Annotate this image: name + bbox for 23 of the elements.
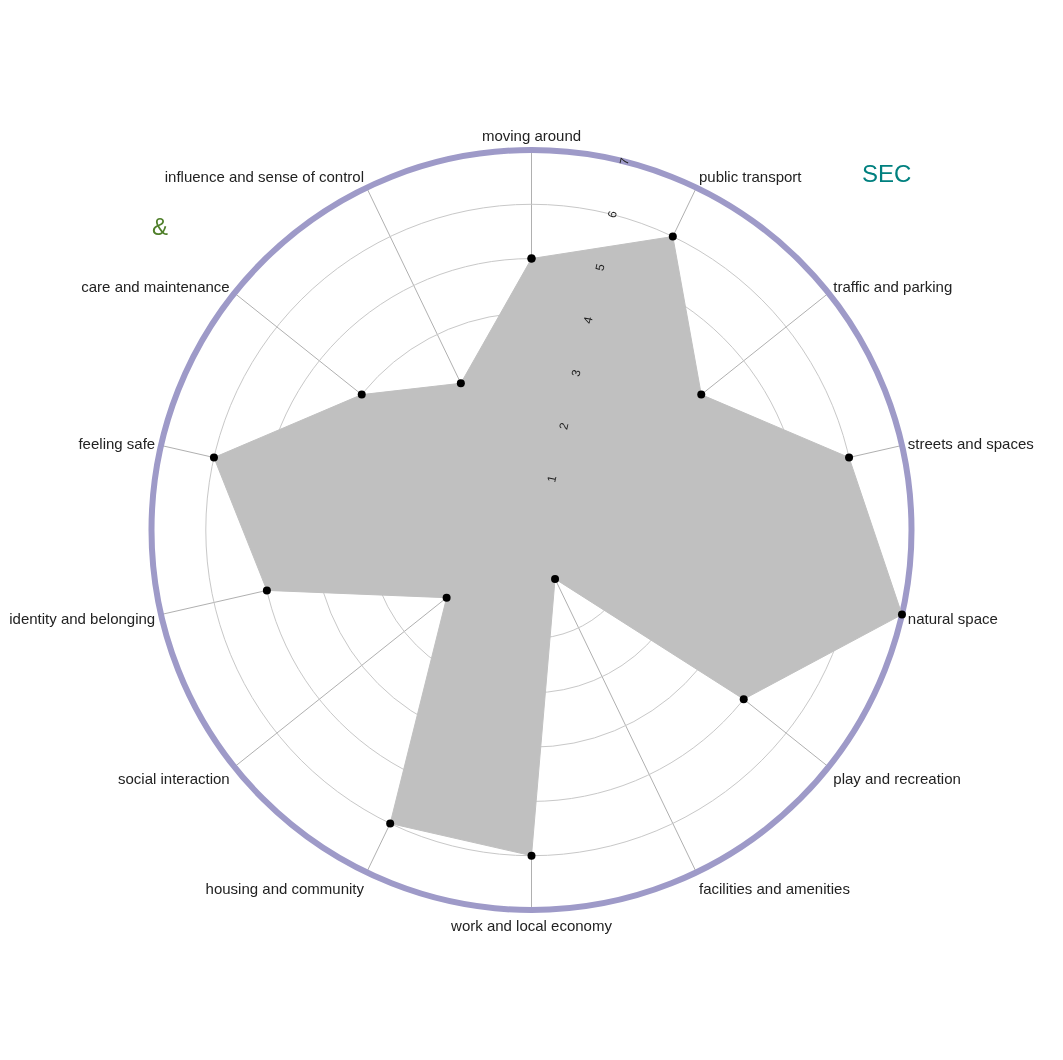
text: &: [152, 213, 169, 240]
y-tick-label: 5: [592, 262, 608, 273]
y-tick-label: 3: [568, 367, 584, 378]
spoke-label: identity and belonging: [9, 610, 156, 628]
spoke-label: streets and spaces: [907, 434, 1034, 452]
spoke-label: traffic and parking: [833, 277, 953, 295]
spoke-label: care and maintenance: [81, 277, 230, 295]
spoke-label: social interaction: [117, 770, 230, 788]
y-tick-label: 6: [604, 209, 620, 220]
spoke-label: work and local economy: [450, 917, 613, 934]
y-tick-label: 7: [616, 156, 632, 167]
y-tick-label: 1: [544, 473, 560, 484]
spoke-label: moving around: [481, 127, 582, 144]
y-tick-label: 2: [556, 420, 572, 431]
spoke-label: feeling safe: [78, 434, 156, 452]
spoke-label: play and recreation: [833, 770, 961, 788]
y-tick-label: 4: [580, 315, 596, 326]
spoke-label: public transport: [698, 167, 803, 185]
spoke-label: influence and sense of control: [164, 167, 365, 185]
spoke-label: housing and community: [205, 879, 365, 897]
text: SEC: [862, 160, 912, 187]
spoke-label: natural space: [907, 610, 998, 628]
spoke-label: facilities and amenities: [698, 879, 850, 897]
